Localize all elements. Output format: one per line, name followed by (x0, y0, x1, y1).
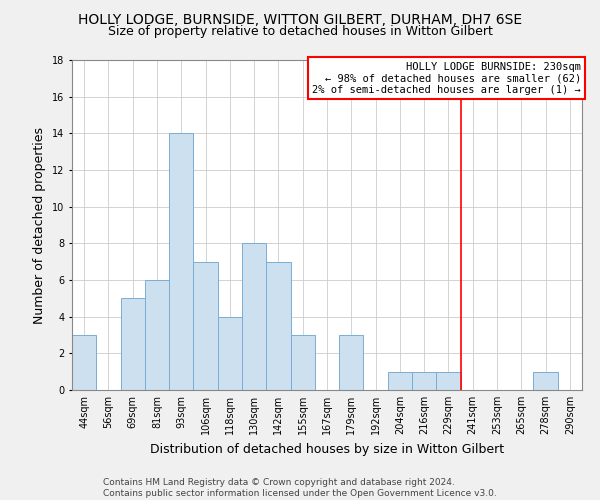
Y-axis label: Number of detached properties: Number of detached properties (34, 126, 46, 324)
Bar (242, 244, 266, 390)
Bar (121, 298, 145, 390)
Bar (290, 335, 315, 390)
Bar (193, 262, 218, 390)
Bar (436, 372, 461, 390)
Bar (169, 134, 193, 390)
Text: HOLLY LODGE, BURNSIDE, WITTON GILBERT, DURHAM, DH7 6SE: HOLLY LODGE, BURNSIDE, WITTON GILBERT, D… (78, 12, 522, 26)
Bar (412, 372, 436, 390)
Text: HOLLY LODGE BURNSIDE: 230sqm
← 98% of detached houses are smaller (62)
2% of sem: HOLLY LODGE BURNSIDE: 230sqm ← 98% of de… (312, 62, 581, 95)
Bar (388, 372, 412, 390)
X-axis label: Distribution of detached houses by size in Witton Gilbert: Distribution of detached houses by size … (150, 442, 504, 456)
Bar (533, 372, 558, 390)
Bar (266, 262, 290, 390)
Text: Contains HM Land Registry data © Crown copyright and database right 2024.
Contai: Contains HM Land Registry data © Crown c… (103, 478, 497, 498)
Bar (72, 335, 96, 390)
Bar (339, 335, 364, 390)
Text: Size of property relative to detached houses in Witton Gilbert: Size of property relative to detached ho… (107, 25, 493, 38)
Bar (145, 280, 169, 390)
Bar (218, 316, 242, 390)
